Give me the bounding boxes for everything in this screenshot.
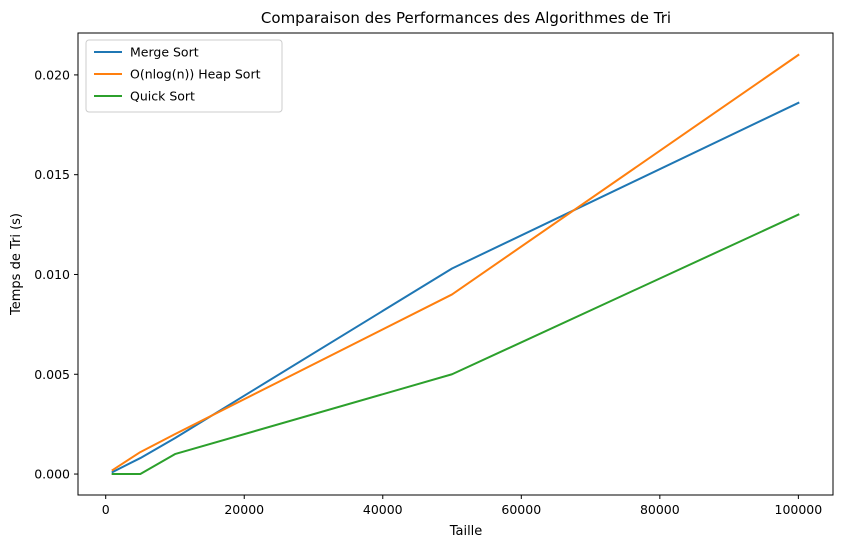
legend: Merge Sort O(nlog(n)) Heap Sort Quick Sort	[85, 39, 283, 113]
y-tick-label: 0.020	[34, 67, 70, 82]
y-tick-label: 0.010	[34, 267, 70, 282]
x-axis-label: Taille	[449, 524, 483, 539]
y-tick-label: 0.000	[34, 467, 70, 482]
legend-label-2: Quick Sort	[130, 89, 195, 104]
series-line-2	[111, 213, 800, 476]
x-tick-label: 100000	[775, 502, 823, 517]
x-tick-label: 40000	[363, 502, 403, 517]
legend-box	[85, 39, 283, 113]
y-axis-label: Temps de Tri (s)	[9, 213, 24, 316]
legend-label-0: Merge Sort	[130, 45, 199, 60]
series-line-0	[111, 101, 800, 474]
x-tick-label: 80000	[640, 502, 680, 517]
plot-area: 0 20000 40000 60000 80000 100000 0.000 0.005 0.0…	[34, 32, 834, 517]
x-tick-label: 0	[102, 502, 110, 517]
y-tick-label: 0.015	[34, 167, 70, 182]
chart-title: Comparaison des Performances des Algorit…	[261, 9, 671, 27]
x-tick-label: 60000	[501, 502, 541, 517]
series-line-1	[111, 53, 800, 472]
plot-frame	[77, 32, 834, 496]
legend-label-1: O(nlog(n)) Heap Sort	[130, 67, 261, 82]
y-tick-label: 0.005	[34, 367, 70, 382]
x-tick-label: 20000	[224, 502, 264, 517]
